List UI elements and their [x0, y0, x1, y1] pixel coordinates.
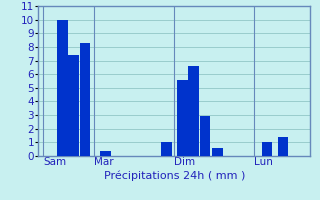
Bar	[212, 148, 223, 156]
Bar	[200, 116, 210, 156]
Bar	[68, 55, 79, 156]
X-axis label: Précipitations 24h ( mm ): Précipitations 24h ( mm )	[104, 170, 245, 181]
Bar	[177, 80, 188, 156]
Bar	[57, 20, 68, 156]
Bar	[80, 43, 90, 156]
Bar	[161, 142, 172, 156]
Bar	[188, 66, 199, 156]
Bar	[278, 137, 288, 156]
Bar	[262, 142, 272, 156]
Bar	[100, 151, 111, 156]
